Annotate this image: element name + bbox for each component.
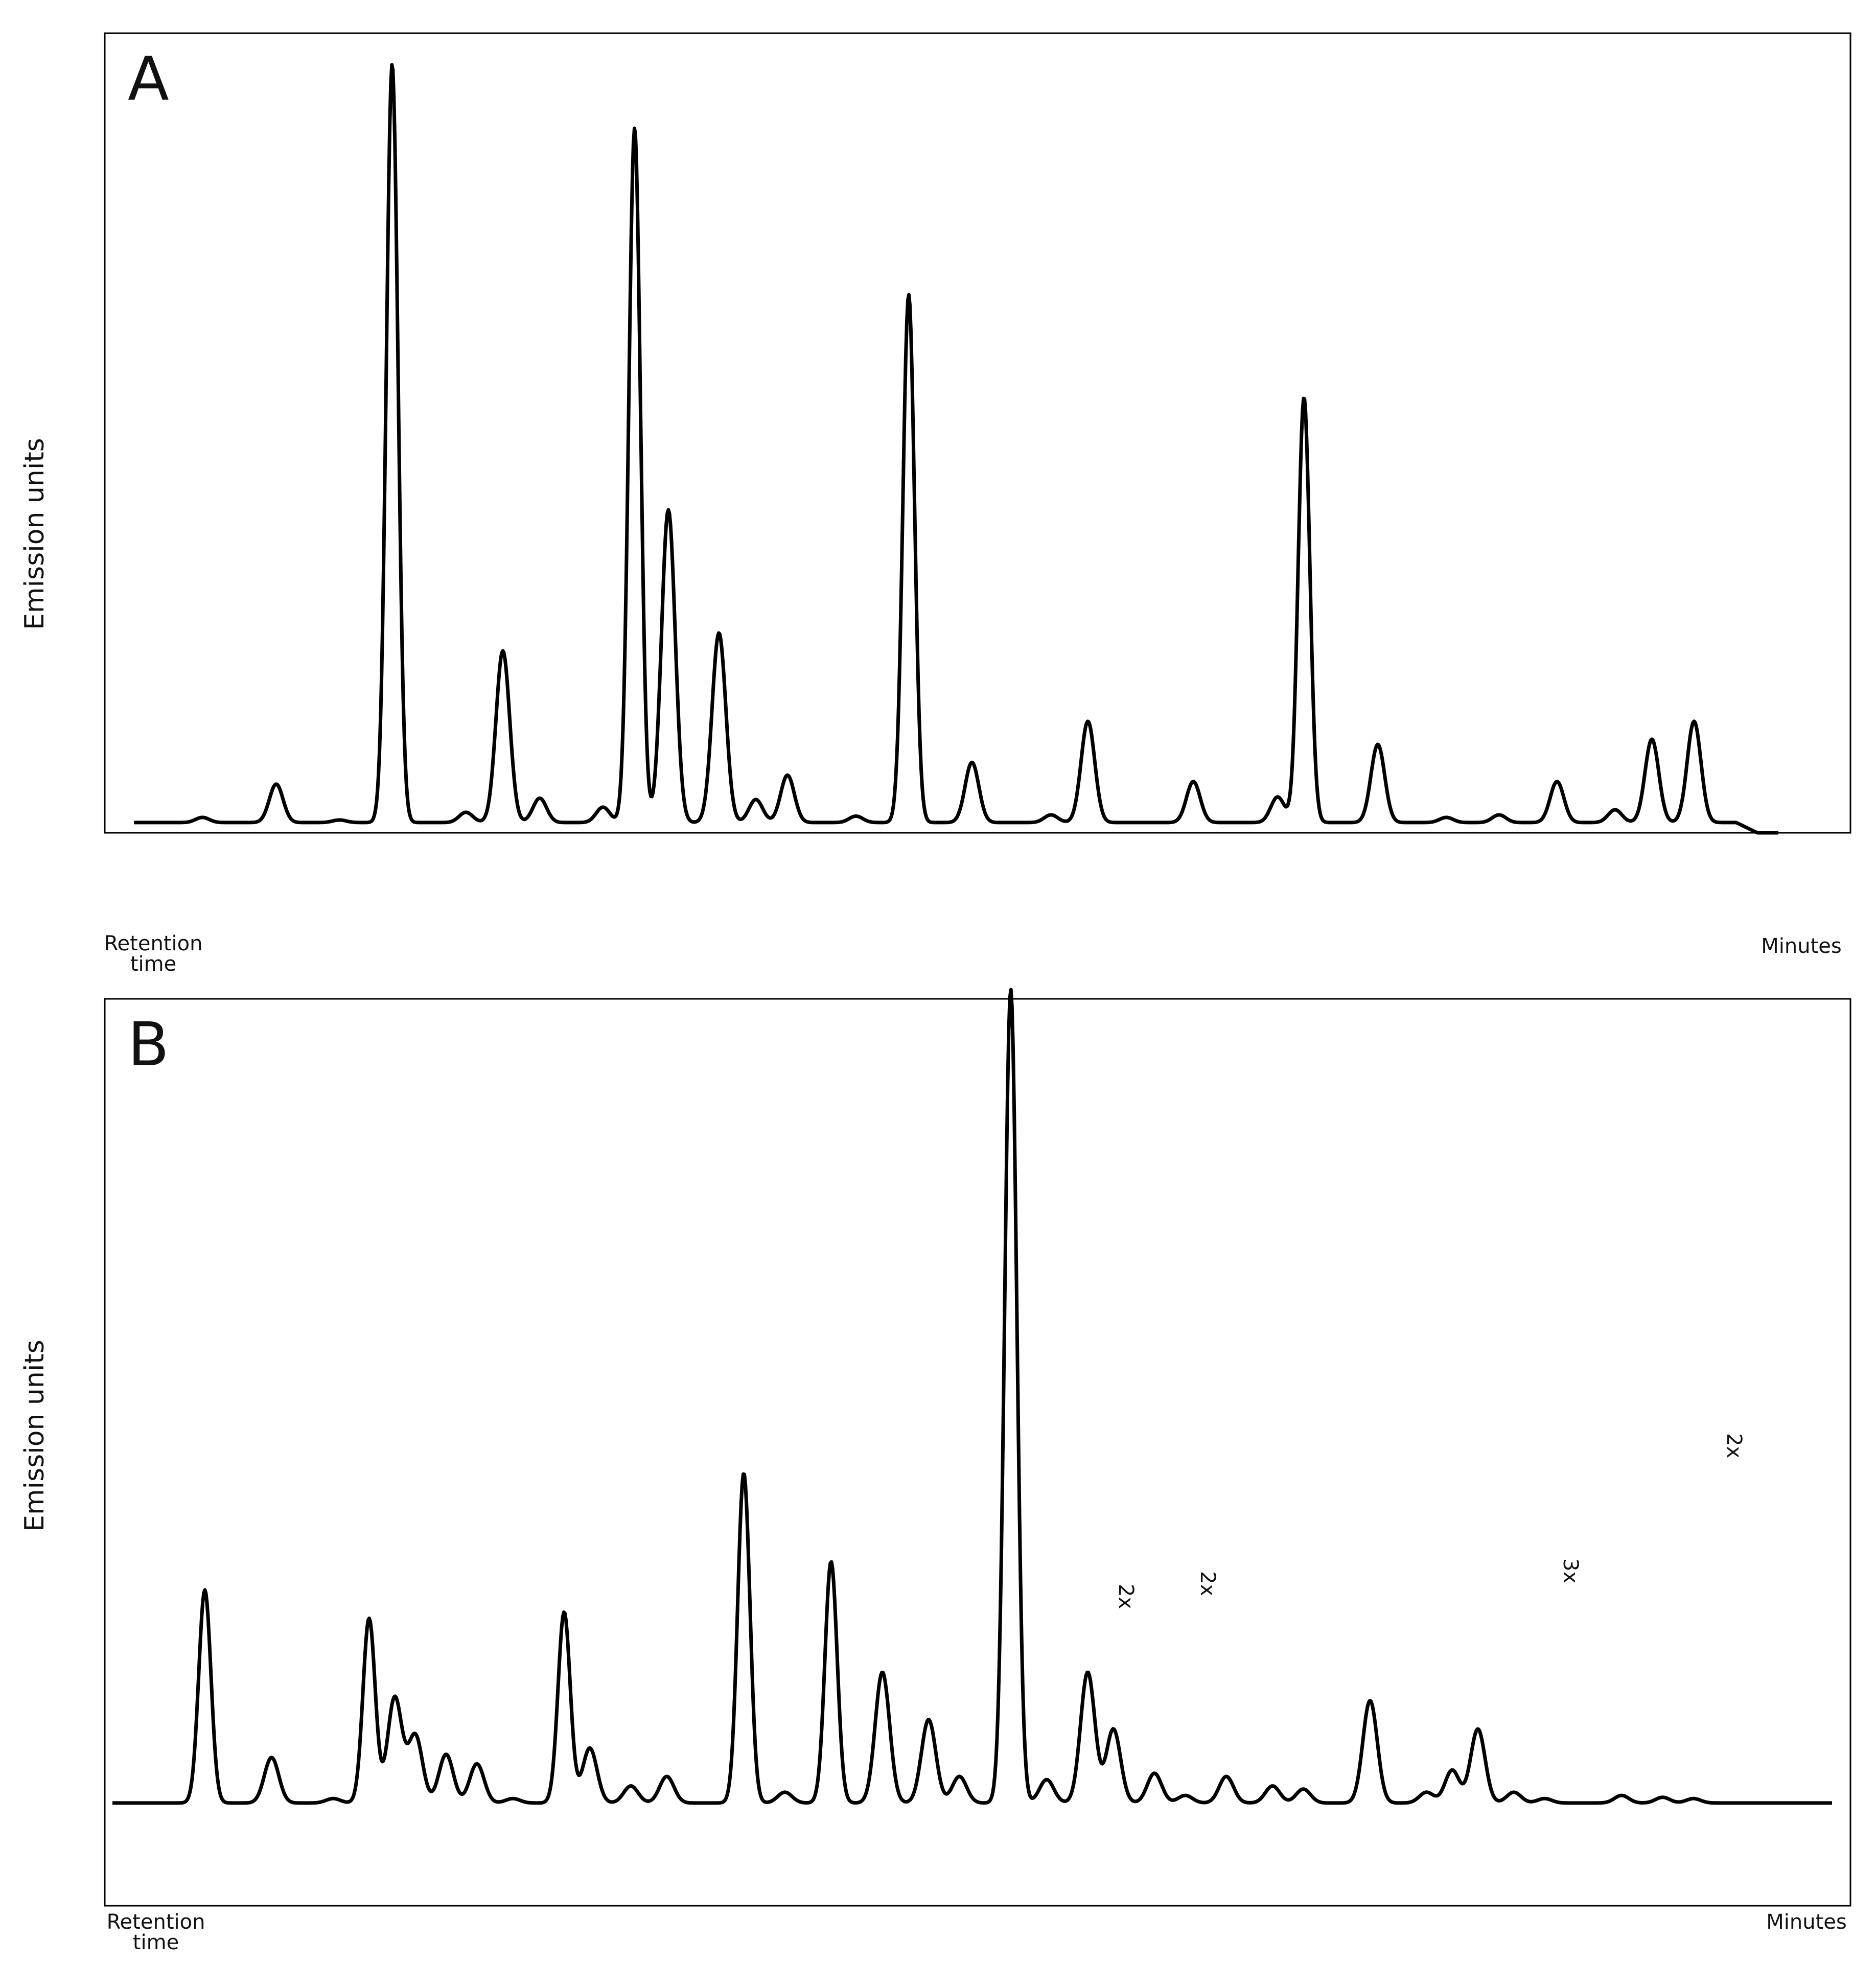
panel-a-letter: A xyxy=(128,43,169,114)
multiplier-label: 3x xyxy=(1559,1558,1582,1583)
panel-a-frame xyxy=(104,32,1851,834)
panel-a: A Emission units Retention time Minutes xyxy=(19,32,1851,976)
panel-b-retention-label-line1: Retention xyxy=(107,1910,205,1934)
panel-b-frame xyxy=(104,998,1851,1907)
panel-b-chromatogram-line xyxy=(111,988,1833,1805)
panel-b: B Emission units 2x 2x 3x 2x Retention t… xyxy=(19,988,1851,1954)
multiplier-label: 2x xyxy=(1114,1584,1138,1609)
multiplier-label: 2x xyxy=(1196,1571,1219,1596)
panel-b-retention-label-line2: time xyxy=(133,1931,179,1954)
panel-a-chromatogram-line xyxy=(133,63,1779,835)
panel-b-multipliers: 2x 2x 3x 2x xyxy=(1114,1433,1746,1609)
panel-a-y-axis-title: Emission units xyxy=(19,438,50,630)
panel-a-minutes-label: Minutes xyxy=(1761,934,1841,958)
panel-a-retention-label-line2: time xyxy=(130,952,176,976)
panel-b-y-axis-title: Emission units xyxy=(19,1340,50,1532)
panel-b-letter: B xyxy=(128,1009,169,1080)
panel-b-minutes-label: Minutes xyxy=(1766,1910,1846,1934)
multiplier-label: 2x xyxy=(1722,1433,1746,1458)
panel-a-retention-label-line1: Retention xyxy=(104,932,203,955)
